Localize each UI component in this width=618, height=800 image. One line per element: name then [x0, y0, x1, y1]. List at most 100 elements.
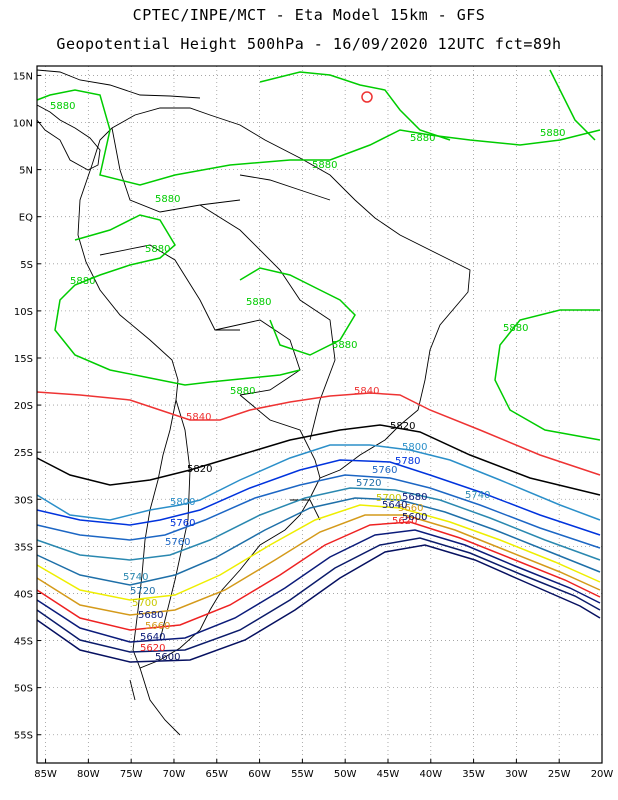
islands-south — [129, 667, 181, 736]
label-5760-2: 5760 — [170, 518, 195, 529]
contour-5640 — [36, 529, 601, 643]
border-chile — [159, 399, 191, 641]
contour-5740 — [36, 487, 601, 561]
label-5600-2: 5600 — [402, 512, 427, 523]
lon-tick-label: 45W — [377, 769, 400, 780]
lon-tick-label: 35W — [462, 769, 485, 780]
lon-tick-label: 85W — [34, 769, 57, 780]
lat-tick-label: 5N — [19, 166, 33, 177]
border-bolivia — [214, 319, 301, 396]
map-title-line1: CPTEC/INPE/MCT - Eta Model 15km - GFS — [132, 6, 486, 24]
label-5780: 5780 — [395, 456, 420, 467]
label-5880-4: 5880 — [312, 160, 337, 171]
label-5880-2: 5880 — [410, 133, 435, 144]
label-5840-1: 5840 — [354, 386, 379, 397]
label-5700-2: 5700 — [132, 598, 157, 609]
label-5880-1: 5880 — [50, 101, 75, 112]
label-5880-3: 5880 — [540, 128, 565, 139]
contour-5720 — [36, 497, 601, 586]
label-5720-1: 5720 — [356, 478, 381, 489]
label-5880-11: 5880 — [230, 386, 255, 397]
lat-tick-label: 25S — [14, 448, 33, 459]
label-5720-2: 5720 — [130, 586, 155, 597]
lat-tick-label: 45S — [14, 637, 33, 648]
lon-tick-label: 55W — [291, 769, 314, 780]
lat-tick-label: 5S — [20, 260, 33, 271]
label-5640-2: 5640 — [382, 500, 407, 511]
label-5820-1: 5820 — [390, 421, 415, 432]
label-5680-2: 5680 — [138, 610, 163, 621]
border-colombia — [111, 127, 241, 213]
contour-5620 — [36, 537, 601, 653]
lat-tick-label: 35S — [14, 542, 33, 553]
label-5840-2: 5840 — [186, 412, 211, 423]
label-5680-1: 5680 — [402, 492, 427, 503]
lon-tick-label: 50W — [334, 769, 357, 780]
lon-tick-label: 80W — [77, 769, 100, 780]
contour-5760 — [36, 474, 601, 549]
label-5600-1: 5600 — [155, 652, 180, 663]
border-peru — [99, 244, 240, 331]
lat-tick-label: 55S — [14, 731, 33, 742]
contour-layer — [36, 69, 601, 663]
label-5880-6: 5880 — [145, 244, 170, 255]
lat-tick-label: 10S — [14, 307, 33, 318]
lat-tick-label: 40S — [14, 589, 33, 600]
contour-5880-north — [36, 89, 601, 186]
label-5620-1: 5620 — [140, 643, 165, 654]
contour-5820 — [36, 424, 601, 496]
lat-tick-label: 15S — [14, 354, 33, 365]
contour-5880-east — [494, 309, 601, 441]
map-title-line2: Geopotential Height 500hPa - 16/09/2020 … — [56, 35, 562, 53]
contour-5680 — [36, 514, 601, 616]
label-5880-9: 5880 — [332, 340, 357, 351]
lon-tick-label: 60W — [248, 769, 271, 780]
label-5660-2: 5660 — [398, 503, 423, 514]
border-guianas — [239, 174, 331, 201]
map-frame — [36, 65, 603, 764]
label-5880-7: 5880 — [70, 276, 95, 287]
label-5620-2: 5620 — [392, 516, 417, 527]
label-5660-1: 5660 — [145, 621, 170, 632]
lon-tick-label: 30W — [505, 769, 528, 780]
border-uruguay — [290, 499, 321, 521]
label-5760-3: 5760 — [165, 537, 190, 548]
label-5820-2: 5820 — [187, 464, 212, 475]
label-5640-1: 5640 — [140, 632, 165, 643]
lat-tick-label: 20S — [14, 401, 33, 412]
contour-5800 — [36, 444, 601, 521]
contour-5780 — [36, 459, 601, 536]
lat-tick-label: 50S — [14, 684, 33, 695]
lat-tick-label: 10N — [13, 119, 33, 130]
lon-tick-label: 70W — [163, 769, 186, 780]
label-5740-1: 5740 — [465, 490, 490, 501]
high-pressure-marker — [361, 91, 373, 103]
label-5760-1: 5760 — [372, 465, 397, 476]
lon-tick-label: 40W — [419, 769, 442, 780]
contour-5880-north2 — [259, 71, 451, 141]
lon-tick-label: 75W — [120, 769, 143, 780]
contour-5700 — [36, 504, 601, 601]
label-5740-2: 5740 — [123, 572, 148, 583]
label-5800-1: 5800 — [402, 442, 427, 453]
contour-5660 — [36, 521, 601, 631]
lat-tick-label: EQ — [19, 213, 33, 224]
lon-tick-label: 65W — [205, 769, 228, 780]
axis-ticks: 85W 80W 75W 70W 65W 60W 55W 50W 45W 40W 35W 30W 25W 2… — [13, 71, 614, 780]
lat-tick-label: 30S — [14, 495, 33, 506]
contour-label-layer: 5880 5880 5880 5880 5880 5880 5880 5880 … — [50, 101, 565, 663]
contour-5880-ne — [549, 69, 596, 141]
lon-tick-label: 25W — [548, 769, 571, 780]
border-brazil-west — [199, 204, 336, 441]
label-5700-1: 5700 — [376, 493, 401, 504]
caribbean-coast — [36, 69, 201, 99]
label-5880-5: 5880 — [155, 194, 180, 205]
contour-5880-central — [239, 267, 356, 356]
contour-5880-west — [54, 214, 301, 386]
label-5880-10: 5880 — [503, 323, 528, 334]
contour-5600 — [36, 544, 601, 663]
lat-tick-label: 15N — [13, 71, 33, 82]
south-america-coastline — [77, 107, 471, 669]
contour-5840 — [36, 391, 601, 476]
